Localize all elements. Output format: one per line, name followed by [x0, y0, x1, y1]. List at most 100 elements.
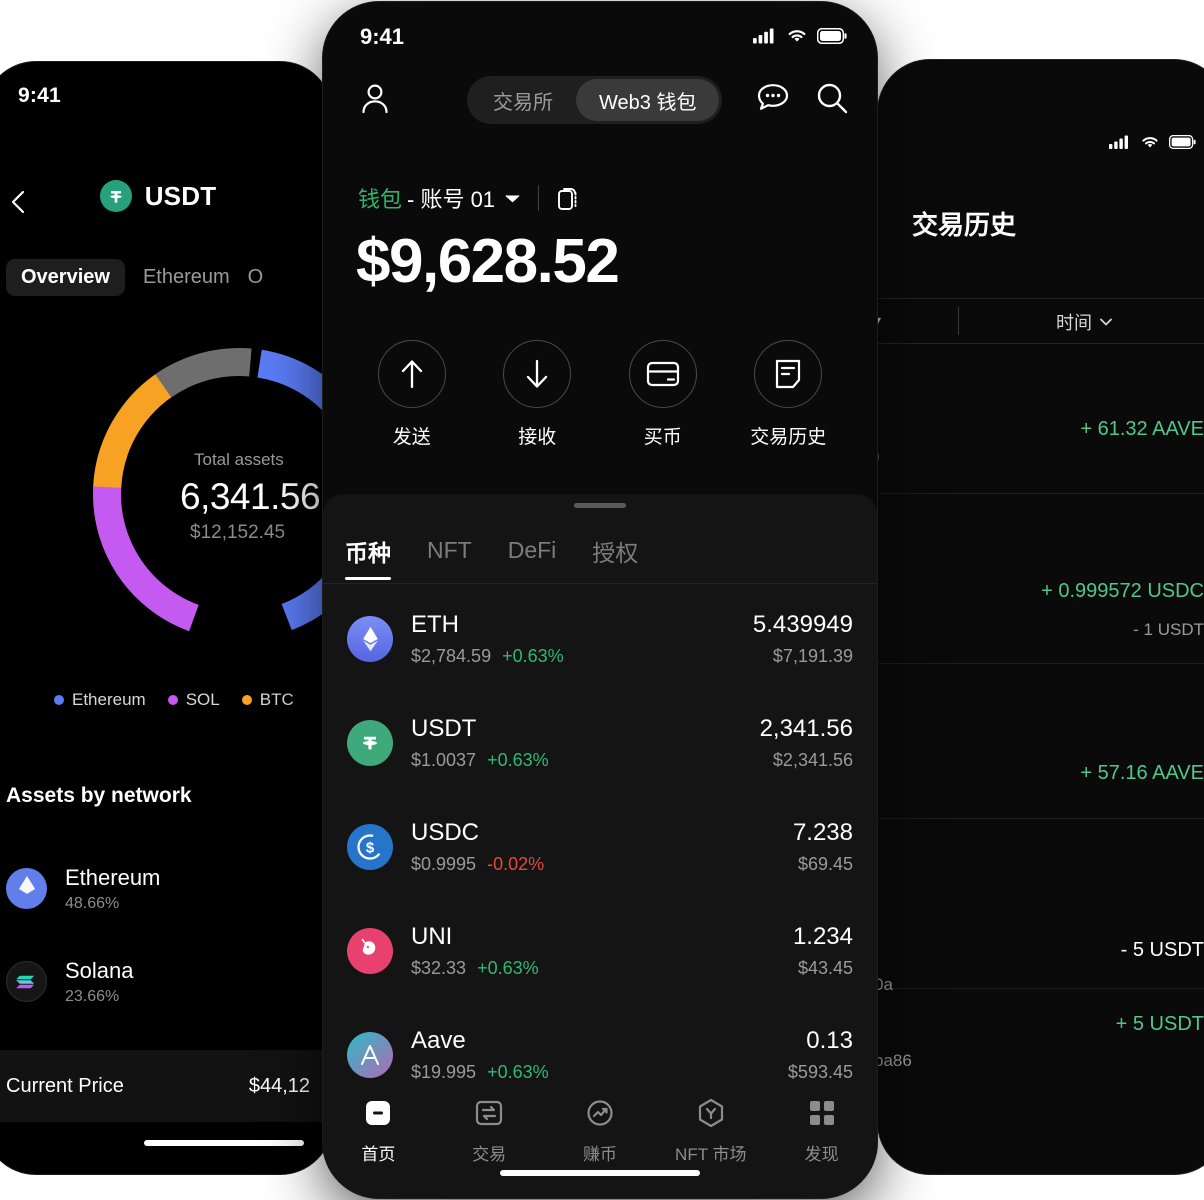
- table-row[interactable]: - 5 USDT 0a: [878, 819, 1204, 994]
- document-icon: [754, 340, 823, 408]
- token-amount: 5.439949: [752, 610, 853, 638]
- filter-left-chevron-icon[interactable]: ▾: [878, 311, 881, 332]
- left-phone-screen: 9:41 USDT Overview Ethereum O: [0, 62, 332, 1174]
- search-icon[interactable]: [815, 81, 849, 120]
- token-meta: $19.995 +0.63%: [411, 1062, 788, 1083]
- token-change: +0.63%: [502, 646, 564, 667]
- filter-divider: [958, 307, 959, 335]
- token-meta: $2,784.59 +0.63%: [411, 646, 753, 667]
- token-value: $593.45: [787, 1062, 853, 1083]
- copy-icon[interactable]: [557, 186, 579, 210]
- token-amount: 7.238: [792, 818, 853, 846]
- left-navbar: USDT: [0, 180, 332, 240]
- filter-time[interactable]: 时间: [1056, 309, 1112, 335]
- subtab-defi[interactable]: DeFi: [507, 537, 557, 563]
- back-chevron-left-icon[interactable]: [6, 186, 32, 218]
- left-tab-strip: Overview Ethereum O: [0, 258, 332, 296]
- left-tab-overview[interactable]: Overview: [6, 258, 125, 296]
- ethereum-icon: [347, 616, 393, 662]
- right-page-title: 交易历史: [912, 210, 1017, 240]
- network-name: Ethereum: [65, 864, 161, 890]
- account-divider: [538, 185, 540, 211]
- nft-icon: [694, 1096, 728, 1130]
- tab-label: 交易: [472, 1145, 507, 1164]
- center-status-bar: 9:41: [323, 24, 877, 54]
- sheet-grabber[interactable]: [574, 503, 626, 508]
- action-label: 交易历史: [750, 427, 827, 448]
- right-phone-screen: 交易历史 ▾ 时间 + 61.32 AAVE ) + 0.999572 USDC…: [878, 60, 1204, 1174]
- subtab-tokens[interactable]: 币种: [345, 534, 391, 580]
- account-selector-row[interactable]: 钱包 - 账号 01: [358, 182, 579, 214]
- tab-nft-market[interactable]: NFT 市场: [655, 1096, 766, 1165]
- network-name: Solana: [65, 957, 134, 983]
- center-status-time: 9:41: [360, 24, 405, 49]
- legend-item-ethereum: Ethereum: [54, 690, 146, 710]
- tab-trade[interactable]: 交易: [434, 1096, 545, 1165]
- tx-amount: + 57.16 AAVE: [1080, 762, 1204, 784]
- tab-discover[interactable]: 发现: [766, 1096, 877, 1165]
- action-buy[interactable]: 买币: [618, 340, 708, 449]
- action-receive[interactable]: 接收: [492, 340, 582, 449]
- ethereum-icon: [6, 868, 47, 909]
- cellular-signal-icon: [753, 28, 774, 44]
- current-price-value: $44,12: [248, 1074, 310, 1097]
- total-balance: $9,628.52: [356, 227, 620, 296]
- chat-bubble-icon[interactable]: [756, 82, 790, 119]
- tab-label: 首页: [361, 1145, 396, 1164]
- donut-center-text: Total assets 6,341.56 $12,152.45: [180, 450, 332, 544]
- network-row-ethereum[interactable]: Ethereum 48.66%: [0, 842, 332, 935]
- token-right: 2,341.56 $2,341.56: [760, 715, 853, 772]
- tab-earn[interactable]: 赚币: [545, 1096, 656, 1165]
- wifi-icon: [1142, 137, 1158, 148]
- subtab-nft[interactable]: NFT: [427, 537, 472, 563]
- table-row[interactable]: + 0.999572 USDC - 1 USDT: [878, 494, 1204, 664]
- legend-item-btc: BTC: [241, 690, 294, 710]
- action-tx-history[interactable]: 交易历史: [743, 340, 833, 449]
- left-status-time: 9:41: [18, 84, 61, 107]
- right-filter-bar: ▾ 时间: [878, 298, 1204, 344]
- list-item[interactable]: UNI $32.33 +0.63% 1.234 $43.45: [323, 899, 877, 1003]
- left-coin-header: USDT: [0, 180, 332, 212]
- donut-center-label: Total assets: [194, 450, 284, 469]
- list-item[interactable]: ETH $2,784.59 +0.63% 5.439949 $7,191.39: [323, 587, 877, 691]
- subtab-approvals[interactable]: 授权: [592, 539, 639, 566]
- table-row[interactable]: + 57.16 AAVE: [878, 664, 1204, 819]
- list-item[interactable]: Aave $19.995 +0.63% 0.13 $593.45: [323, 1003, 877, 1107]
- right-status-bar: [1109, 134, 1196, 150]
- list-item[interactable]: $ USDC $0.9995 -0.02% 7.238 $: [323, 795, 877, 899]
- action-send[interactable]: 发送: [367, 340, 457, 449]
- tab-home[interactable]: 首页: [323, 1096, 434, 1165]
- token-symbol: UNI: [411, 922, 453, 950]
- person-icon[interactable]: [359, 82, 391, 121]
- token-right: 7.238 $69.45: [793, 819, 853, 876]
- tether-icon: [347, 720, 393, 766]
- action-label: 接收: [518, 427, 557, 448]
- chevron-down-icon: [1100, 318, 1112, 326]
- legend-label: SOL: [185, 690, 220, 709]
- left-tab-ethereum[interactable]: Ethereum: [142, 265, 230, 288]
- token-price: $0.9995: [411, 854, 477, 875]
- segment-exchange[interactable]: 交易所: [493, 91, 553, 114]
- donut-center-sub: $12,152.45: [190, 522, 286, 543]
- action-label: 买币: [643, 427, 682, 448]
- list-item[interactable]: USDT $1.0037 +0.63% 2,341.56 $2,341.56: [323, 691, 877, 795]
- legend-dot-icon: [54, 695, 64, 705]
- left-status-bar: 9:41: [0, 84, 332, 110]
- token-left: UNI $32.33 +0.63%: [411, 923, 793, 980]
- center-top-bar: 交易所 Web3 钱包: [323, 76, 877, 126]
- account-label: - 账号 01: [407, 187, 496, 212]
- chevron-down-icon[interactable]: [505, 191, 520, 206]
- segment-web3-wallet[interactable]: Web3 钱包: [576, 79, 720, 121]
- network-row-solana[interactable]: Solana 23.66%: [0, 935, 332, 1028]
- quick-actions: 发送 接收 买币: [323, 340, 877, 449]
- network-list: Ethereum 48.66% Solana 23.66%: [0, 842, 332, 1121]
- transaction-rows: + 61.32 AAVE ) + 0.999572 USDC - 1 USDT …: [878, 344, 1204, 1149]
- left-tab-other[interactable]: O: [247, 265, 264, 288]
- token-price: $2,784.59: [411, 646, 492, 667]
- credit-card-icon: [628, 340, 697, 408]
- token-right: 0.13 $593.45: [788, 1027, 853, 1084]
- right-phone-transaction-history: 交易历史 ▾ 时间 + 61.32 AAVE ) + 0.999572 USDC…: [878, 60, 1204, 1174]
- table-row[interactable]: + 5 USDT ba86: [878, 989, 1204, 1149]
- token-meta: $0.9995 -0.02%: [411, 854, 793, 875]
- table-row[interactable]: + 61.32 AAVE ): [878, 344, 1204, 494]
